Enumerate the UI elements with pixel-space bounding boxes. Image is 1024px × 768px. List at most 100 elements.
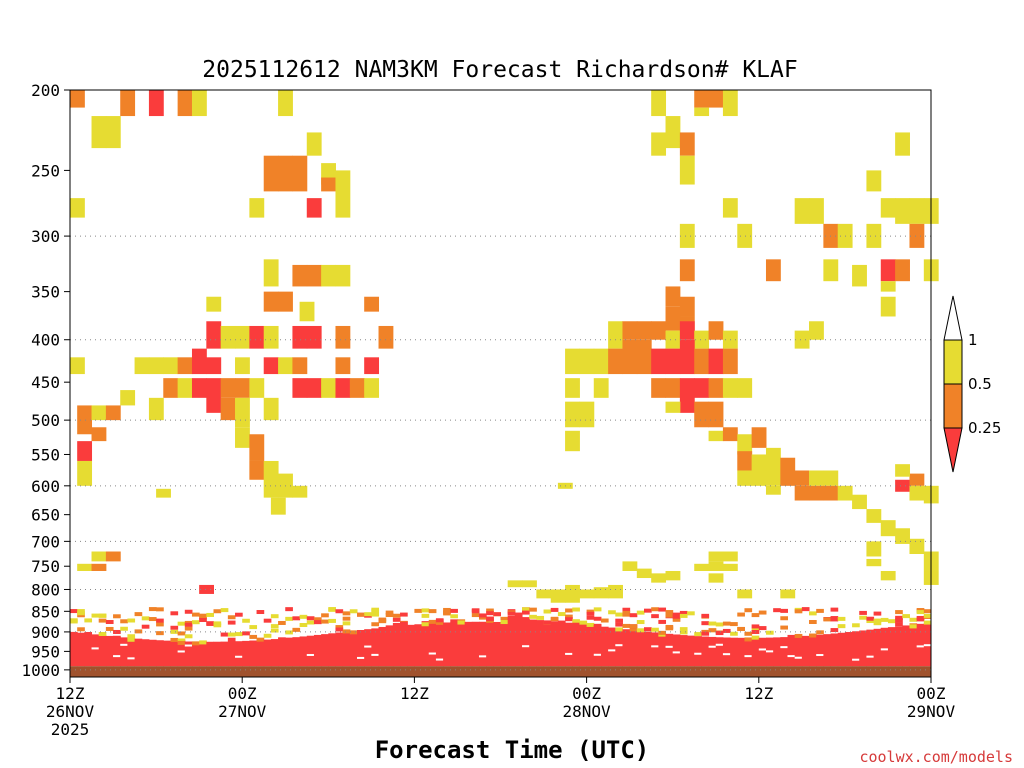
ri-cell-yellow xyxy=(507,580,523,588)
surface-layer-gap xyxy=(744,655,753,658)
ri-cell-yellow xyxy=(794,198,810,224)
surface-layer-cell xyxy=(550,607,559,612)
y-tick-label: 250 xyxy=(31,161,60,180)
surface-layer-cell xyxy=(679,613,688,618)
y-tick-label: 400 xyxy=(31,331,60,350)
ri-cell-yellow xyxy=(593,378,609,398)
surface-layer-cell xyxy=(400,621,408,626)
surface-layer-cell xyxy=(565,614,573,619)
surface-layer-cell xyxy=(722,637,731,667)
ri-cell-yellow xyxy=(852,264,867,287)
surface-layer-cell xyxy=(658,619,667,624)
ri-cell-orange xyxy=(120,90,136,117)
surface-layer-cell xyxy=(249,640,258,667)
ri-cell-yellow xyxy=(565,401,580,428)
surface-layer-cell xyxy=(156,631,164,636)
x-tick-label: 12Z xyxy=(400,684,429,703)
surface-layer-cell xyxy=(486,617,494,622)
surface-layer-cell xyxy=(644,627,652,632)
ri-cell-yellow xyxy=(809,198,824,224)
surface-layer-cell xyxy=(421,613,430,618)
surface-layer-cell xyxy=(909,624,918,667)
surface-layer-cell xyxy=(105,635,114,667)
ri-cell-yellow xyxy=(708,561,724,571)
surface-layer-cell xyxy=(636,610,645,615)
ri-cell-orange xyxy=(278,155,293,192)
surface-layer-cell xyxy=(206,612,214,617)
ri-cell-red xyxy=(206,378,222,413)
ri-cell-yellow xyxy=(565,378,580,398)
ri-cell-orange xyxy=(177,357,193,375)
surface-layer-cell xyxy=(543,620,552,667)
ri-cell-red xyxy=(335,378,351,398)
y-tick-label: 1000 xyxy=(21,661,60,680)
surface-layer-cell xyxy=(421,622,430,627)
surface-layer-cell xyxy=(923,620,932,625)
surface-layer-cell xyxy=(830,633,839,667)
surface-layer-cell xyxy=(679,627,688,632)
surface-layer-cell xyxy=(392,613,401,618)
ri-cell-yellow xyxy=(694,107,710,117)
surface-layer-cell xyxy=(873,618,882,623)
x-tick-label: 12Z xyxy=(56,684,85,703)
colorbar-bin xyxy=(943,339,963,385)
ri-cell-orange xyxy=(263,291,279,312)
ri-cell-yellow xyxy=(823,470,839,486)
surface-layer-cell xyxy=(478,621,487,667)
surface-layer-cell xyxy=(392,622,401,627)
surface-layer-cell xyxy=(916,617,925,622)
ri-cell-yellow xyxy=(895,198,910,224)
surface-layer-cell xyxy=(278,620,286,625)
surface-layer-cell xyxy=(392,617,401,622)
ri-cell-orange xyxy=(70,90,85,108)
surface-layer-cell xyxy=(91,634,100,667)
surface-layer-cell xyxy=(270,628,279,633)
surface-layer-cell xyxy=(615,612,623,617)
ri-cell-yellow xyxy=(722,551,738,562)
surface-layer-cell xyxy=(120,619,128,624)
surface-layer-cell xyxy=(780,625,788,630)
surface-layer-cell xyxy=(249,625,258,630)
ri-cell-yellow xyxy=(270,497,286,515)
surface-layer-cell xyxy=(270,639,279,667)
surface-layer-cell xyxy=(859,610,867,615)
surface-layer-cell xyxy=(177,638,186,643)
surface-layer-gap xyxy=(787,655,796,658)
surface-layer-cell xyxy=(794,633,803,638)
ri-cell-orange xyxy=(694,401,710,428)
surface-layer-cell xyxy=(895,610,903,615)
ri-cell-yellow xyxy=(852,494,867,510)
surface-layer-cell xyxy=(787,636,796,667)
surface-layer-cell xyxy=(428,623,437,667)
credit-text[interactable]: coolwx.com/models xyxy=(859,748,1013,766)
surface-layer-cell xyxy=(730,622,738,627)
surface-layer-cell xyxy=(70,631,78,667)
ri-cell-yellow xyxy=(880,296,896,317)
ri-cell-yellow xyxy=(77,460,93,486)
surface-layer-cell xyxy=(371,628,380,667)
surface-layer-cell xyxy=(751,627,760,632)
surface-layer-cell xyxy=(292,637,301,667)
surface-layer-cell xyxy=(672,612,681,617)
ri-cell-yellow xyxy=(91,116,107,149)
surface-layer-cell xyxy=(751,624,760,629)
ri-cell-yellow xyxy=(220,325,236,349)
surface-layer-cell xyxy=(744,608,753,613)
surface-layer-cell xyxy=(651,632,659,667)
surface-layer-gap xyxy=(364,645,372,648)
surface-layer-gap xyxy=(916,645,925,648)
ri-cell-yellow xyxy=(263,325,279,349)
surface-layer-cell xyxy=(651,607,659,612)
surface-layer-cell xyxy=(600,626,609,667)
surface-layer-cell xyxy=(443,622,451,667)
surface-layer-cell xyxy=(780,608,788,613)
surface-layer-cell xyxy=(565,617,573,622)
surface-layer-gap xyxy=(91,647,100,650)
ri-cell-red xyxy=(364,357,380,375)
surface-layer-cell xyxy=(708,628,717,633)
surface-layer-cell xyxy=(313,634,322,667)
surface-layer-cell xyxy=(751,635,760,640)
ri-cell-orange xyxy=(809,485,824,501)
ri-cell-yellow xyxy=(665,330,681,349)
x-tick-label: 12Z xyxy=(744,684,773,703)
